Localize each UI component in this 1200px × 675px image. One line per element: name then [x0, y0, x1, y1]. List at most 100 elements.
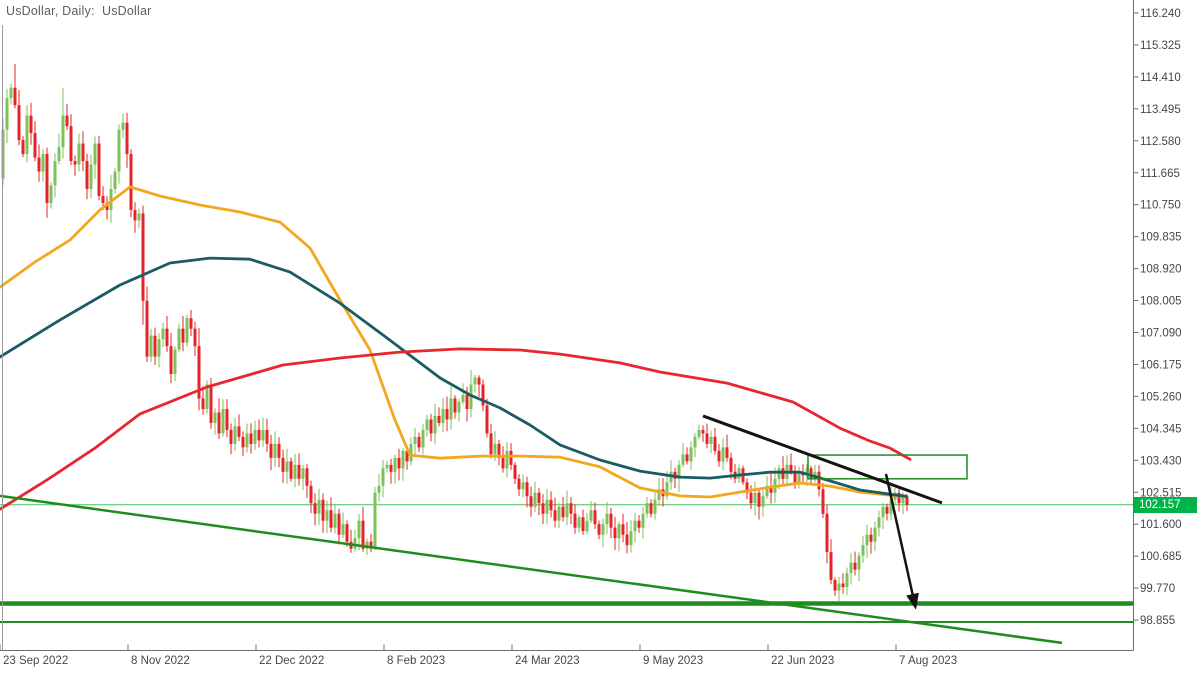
candle-body	[885, 506, 889, 514]
candle-body	[109, 188, 113, 210]
candle-body	[297, 464, 301, 479]
candle-body	[477, 377, 481, 385]
candle-body	[173, 349, 177, 375]
candle-body	[113, 171, 117, 189]
candle-body	[33, 133, 37, 158]
candle-body	[597, 524, 601, 535]
candle-body	[461, 395, 465, 402]
candle-body	[277, 443, 281, 458]
candle-body	[805, 468, 809, 476]
y-axis-label: 99.770	[1140, 583, 1175, 595]
candle-body	[429, 419, 433, 434]
y-axis-label: 112.580	[1140, 136, 1181, 148]
candle-body	[333, 513, 337, 528]
candle-body	[513, 464, 517, 479]
candle-body	[849, 562, 853, 574]
candle-body	[833, 580, 837, 591]
candle-body	[225, 408, 229, 430]
candle-body	[653, 499, 657, 514]
descending-trendline-green[interactable]	[0, 494, 1063, 645]
candle-body	[353, 538, 357, 549]
candle-body	[149, 335, 153, 357]
candle-body	[213, 412, 217, 423]
ma-fast-orange-line[interactable]	[0, 185, 907, 499]
candle-body	[637, 520, 641, 528]
candle-body	[253, 429, 257, 444]
ma-mid-teal-line[interactable]	[0, 256, 908, 498]
candle-body	[81, 143, 85, 162]
descending-trendline-black[interactable]	[702, 414, 943, 505]
candle-body	[557, 506, 561, 521]
y-axis-label: 98.855	[1140, 615, 1175, 627]
candle-body	[481, 384, 485, 406]
candle-body	[5, 98, 9, 130]
candle-body	[185, 318, 189, 343]
candle-body	[45, 154, 49, 203]
candle-body	[101, 195, 105, 203]
y-axis-label: 115.325	[1140, 40, 1181, 52]
candle-body	[389, 464, 393, 472]
y-axis-label: 109.835	[1140, 232, 1182, 244]
candle-body	[717, 450, 721, 462]
candle-body	[485, 405, 489, 434]
candle-body	[549, 499, 553, 511]
x-axis-label: 24 Mar 2023	[515, 655, 580, 667]
candle-body	[165, 328, 169, 347]
candle-body	[265, 429, 269, 444]
candle-body	[117, 129, 121, 172]
candle-body	[721, 447, 725, 462]
candle-body	[393, 457, 397, 472]
candle-body	[621, 524, 625, 535]
candle-body	[413, 436, 417, 444]
candle-body	[229, 429, 233, 444]
x-axis[interactable]: 23 Sep 2022 8 Nov 2022 22 Dec 2022 8 Feb 20…	[0, 25, 1134, 667]
candle-body	[421, 429, 425, 448]
down-arrow[interactable]	[884, 473, 919, 610]
candle-body	[197, 346, 201, 399]
candle-body	[749, 492, 753, 504]
candle-body	[141, 213, 145, 301]
candle-body	[529, 496, 533, 507]
y-axis[interactable]: 116.240 115.325 114.410 113.495 112.580 111.6…	[1133, 0, 1182, 651]
candle-body	[657, 489, 661, 500]
candle-body	[789, 464, 793, 472]
candle-body	[629, 531, 633, 546]
candle-body	[293, 464, 297, 479]
candle-body	[821, 489, 825, 514]
candle-body	[877, 517, 881, 528]
candle-body	[201, 398, 205, 409]
candle-body	[457, 401, 461, 413]
candle-body	[505, 450, 509, 469]
current-price-label: 102.157	[1134, 497, 1197, 513]
candle-body	[157, 339, 161, 357]
candle-body	[65, 115, 69, 127]
candle-body	[409, 443, 413, 462]
candle-body	[905, 496, 909, 505]
ma-slow-red-line[interactable]	[0, 347, 912, 511]
candle-body	[809, 468, 813, 479]
candle-body	[205, 384, 209, 409]
candle-body	[473, 377, 477, 385]
candle-body	[545, 499, 549, 514]
candle-body	[305, 468, 309, 486]
candle-body	[853, 562, 857, 570]
candles-layer[interactable]	[1, 63, 909, 602]
candle-body	[609, 513, 613, 528]
candle-body	[193, 328, 197, 347]
y-axis-label: 103.430	[1140, 455, 1182, 467]
y-axis-label: 106.175	[1140, 359, 1182, 371]
candle-body	[189, 318, 193, 329]
candle-body	[85, 161, 89, 189]
candle-body	[313, 503, 317, 514]
candle-body	[633, 520, 637, 532]
candle-body	[341, 524, 345, 535]
candle-body	[21, 140, 25, 155]
x-axis-label: 8 Feb 2023	[387, 655, 445, 667]
candle-body	[873, 527, 877, 542]
x-axis-label: 22 Dec 2022	[259, 655, 324, 667]
candle-body	[289, 461, 293, 479]
candle-body	[625, 534, 629, 546]
candle-body	[97, 143, 101, 196]
candle-body	[181, 328, 185, 343]
